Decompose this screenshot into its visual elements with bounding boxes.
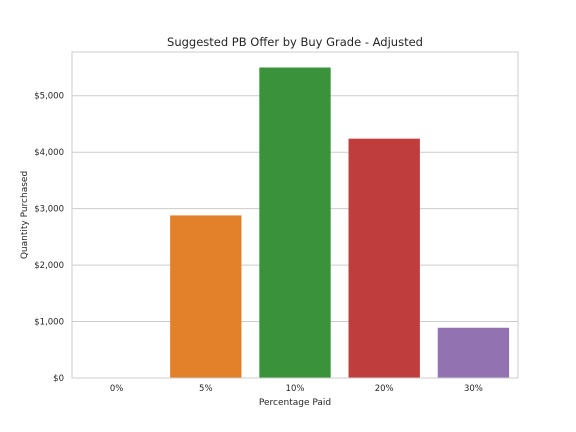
x-tick-labels: 0% 5% 10% 20% 30% (110, 384, 483, 394)
y-tick-label: $1,000 (34, 318, 64, 328)
y-tick-label: $5,000 (34, 92, 64, 102)
bar-5-pct (170, 215, 242, 378)
y-tick-label: $0 (53, 374, 64, 384)
x-tick-label: 5% (199, 384, 213, 394)
x-tick-label: 30% (464, 384, 483, 394)
x-tick-label: 20% (375, 384, 394, 394)
x-tick-label: 10% (286, 384, 305, 394)
y-tick-label: $3,000 (34, 205, 64, 215)
y-tick-label: $2,000 (34, 261, 64, 271)
y-tick-labels: $0 $1,000 $2,000 $3,000 $4,000 $5,000 (34, 92, 64, 384)
bars (170, 67, 510, 379)
plot-frame (71, 51, 519, 379)
bar-10-pct (259, 67, 331, 379)
bar-30-pct (437, 327, 510, 378)
bar-20-pct (348, 138, 420, 378)
x-tick-label: 0% (110, 384, 124, 394)
x-axis-label: Percentage Paid (259, 398, 331, 408)
y-axis-label: Quantity Purchased (20, 171, 30, 259)
chart-title: Suggested PB Offer by Buy Grade - Adjust… (167, 35, 423, 49)
y-tick-label: $4,000 (34, 148, 64, 158)
